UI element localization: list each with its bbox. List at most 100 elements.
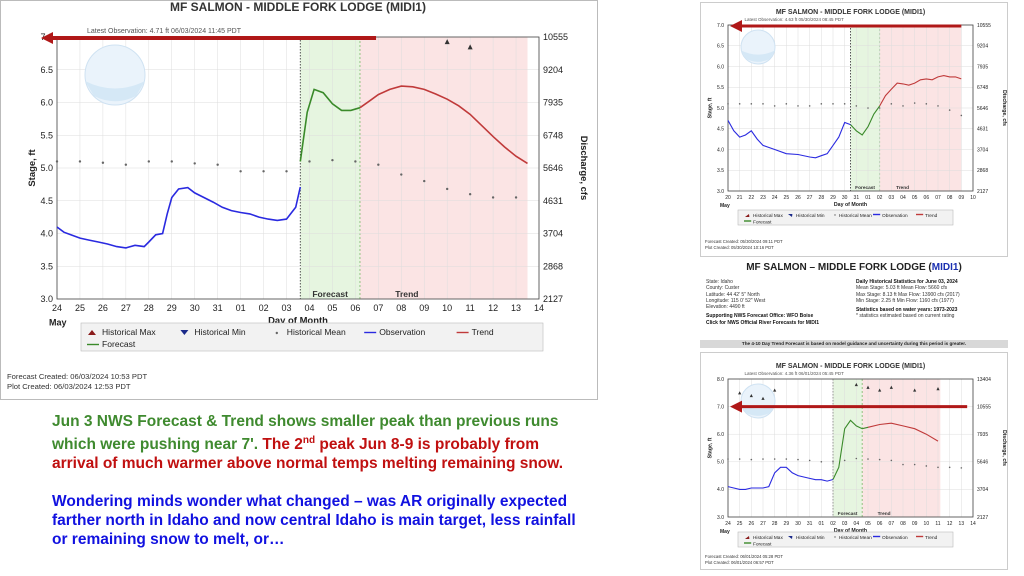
forecast-label: Forecast (855, 185, 875, 191)
legend-label: Historical Min (796, 213, 825, 219)
historical-mean-point (762, 458, 764, 460)
y2-tick-label: 5646 (977, 106, 988, 112)
historical-mean-point (727, 458, 729, 460)
historical-mean-point (960, 114, 963, 117)
x-tick-label: 04 (854, 521, 860, 527)
y2-tick-label: 4631 (977, 127, 988, 133)
y-tick-label: 3.0 (717, 189, 724, 195)
previous-hydrograph-jun1: MF SALMON - MIDDLE FORK LODGE (MIDI1)Lat… (705, 363, 1007, 565)
historical-mean-point (937, 466, 939, 469)
historical-mean-point (948, 466, 951, 469)
x-tick-label: 29 (167, 303, 177, 313)
y2-tick-label: 2127 (977, 189, 988, 195)
trend-label: Trend (395, 289, 418, 299)
created-timestamp: Forecast Created: 05/30/2024 09:11 PDT (705, 239, 783, 244)
historical-mean-point (832, 461, 834, 463)
y2-tick-label: 2868 (543, 261, 563, 271)
observation-line (56, 186, 302, 249)
y-tick-label: 5.5 (40, 130, 53, 140)
legend-max-icon (745, 536, 750, 539)
historical-mean-point (855, 457, 858, 460)
historical-mean-point (925, 465, 928, 467)
y-tick-label: 3.0 (40, 294, 53, 304)
historical-mean-point (843, 103, 846, 105)
x-tick-label: 09 (912, 521, 918, 527)
forecast-line (850, 105, 881, 136)
y-tick-label: 7.0 (717, 23, 724, 29)
historical-mean-point (878, 107, 881, 109)
legend-label: Trend (925, 535, 938, 541)
official-forecast-link[interactable]: Click for NWS Official River Forecasts f… (706, 319, 820, 326)
historical-mean-point (170, 160, 173, 163)
x-tick-label: 10 (924, 521, 930, 527)
x-tick-label: 05 (865, 521, 871, 527)
historical-mean-point (738, 458, 741, 460)
x-tick-label: 08 (900, 521, 906, 527)
y-tick-label: 4.5 (717, 127, 724, 133)
y-tick-label: 6.5 (717, 44, 724, 50)
x-tick-label: 27 (807, 195, 813, 201)
x-tick-label: 27 (121, 303, 131, 313)
x-tick-label: 02 (830, 521, 836, 527)
trend-uncertainty-note: The 4-10 Day Trend Forecast is based on … (700, 340, 1008, 348)
y2-tick-label: 5646 (977, 460, 988, 466)
created-timestamp: Plot Created: 06/03/2024 12:53 PDT (7, 382, 131, 391)
y2-tick-label: 7935 (977, 64, 988, 70)
y2-tick-label: 10555 (977, 404, 991, 410)
y2-axis-label: Discharge, cfs (578, 136, 589, 201)
x-tick-label: 31 (807, 521, 813, 527)
trend-line (879, 75, 962, 107)
historical-max-point (878, 388, 882, 392)
y-tick-label: 7.0 (717, 404, 724, 410)
main-hydrograph-panel: MF SALMON - MIDDLE FORK LODGE (MIDI1) Lat… (0, 0, 598, 400)
forecast-region (833, 379, 863, 517)
y2-tick-label: 5646 (543, 163, 563, 173)
previous-hydrograph-panel: MF SALMON - MIDDLE FORK LODGE (MIDI1) Lat… (700, 2, 1008, 257)
trend-label: Trend (896, 185, 909, 191)
month-label: May (720, 203, 730, 209)
observation-line (727, 120, 851, 159)
y-tick-label: 4.0 (40, 229, 53, 239)
x-tick-label: 08 (396, 303, 406, 313)
legend-max-icon (88, 330, 96, 335)
historical-mean-point (285, 170, 288, 173)
legend-mean-icon (834, 536, 836, 538)
historical-mean-point (855, 105, 858, 107)
historical-mean-point (147, 160, 151, 163)
station-id-link[interactable]: MIDI1 (931, 262, 959, 273)
historical-mean-point (785, 458, 788, 460)
historical-max-point (866, 385, 870, 389)
legend-mean-icon (834, 214, 836, 216)
legend-label: Trend (925, 213, 938, 219)
x-tick-label: 25 (784, 195, 790, 201)
historical-mean-point (423, 179, 426, 183)
x-tick-label: 20 (725, 195, 731, 201)
y-tick-label: 6.0 (717, 64, 724, 70)
historical-mean-point (797, 105, 799, 107)
x-tick-label: 22 (749, 195, 755, 201)
plot-frame (727, 378, 974, 518)
historical-mean-point (78, 160, 82, 163)
historical-mean-point (124, 163, 128, 166)
historical-mean-point (902, 463, 904, 466)
x-tick-label: 06 (877, 521, 883, 527)
historical-mean-point (878, 458, 881, 461)
forecast-commentary: Jun 3 NWS Forecast & Trend shows smaller… (52, 413, 564, 473)
y2-tick-label: 3704 (543, 229, 563, 239)
y-tick-label: 3.0 (717, 515, 724, 521)
station-title: MF SALMON – MIDDLE FORK LODGE (MIDI1) (746, 262, 962, 273)
chart-title: MF SALMON - MIDDLE FORK LODGE (MIDI1) (776, 9, 925, 16)
x-tick-label: 28 (772, 521, 778, 527)
x-tick-label: 14 (970, 521, 976, 527)
forecast-line (299, 88, 361, 162)
x-axis-label: Day of Month (834, 528, 867, 534)
trend-line (359, 85, 528, 165)
historical-mean-point (913, 463, 916, 466)
legend-label: Historical Max (753, 213, 783, 219)
y-tick-label: 3.5 (40, 261, 53, 271)
y-tick-label: 4.5 (40, 196, 53, 206)
historical-max-point (773, 388, 777, 392)
legend-label: Historical Max (753, 535, 783, 541)
legend-label: Historical Max (102, 327, 156, 337)
x-tick-label: 26 (749, 521, 755, 527)
